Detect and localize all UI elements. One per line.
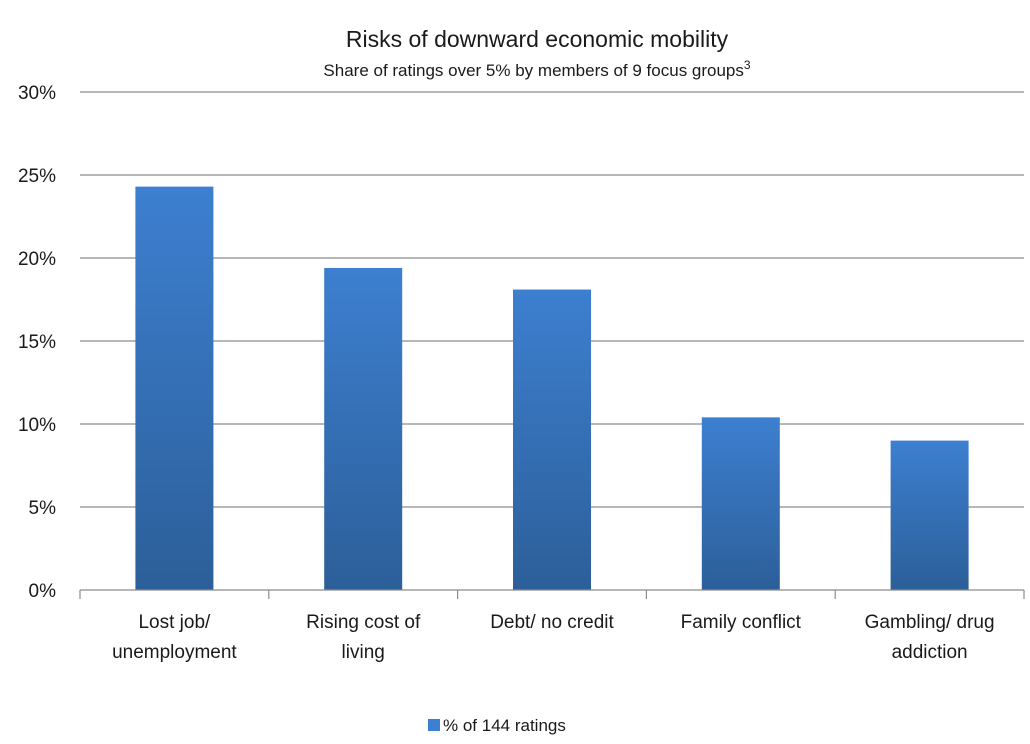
x-axis: Lost job/unemployment Rising cost of livin… [79, 589, 1025, 663]
bar [513, 289, 591, 590]
legend-label: % of 144 ratings [443, 716, 566, 735]
y-tick-label: 10% [18, 415, 56, 436]
chart-subtitle: Share of ratings over 5% by members of 9… [323, 58, 750, 80]
x-tick-label: Rising cost of [306, 612, 421, 633]
y-tick-label: 5% [29, 498, 57, 519]
y-tick-label: 25% [18, 166, 56, 187]
bar [135, 186, 214, 590]
y-tick-label: 20% [18, 249, 56, 270]
legend: % of 144 ratings [428, 716, 566, 735]
y-tick-label: 15% [18, 332, 56, 353]
legend-swatch [428, 719, 440, 731]
bar [701, 417, 780, 590]
x-tick-label: unemployment [112, 642, 237, 663]
x-tick-label: Family conflict [681, 612, 802, 633]
bar [890, 440, 969, 590]
chart-subtitle-superscript: 3 [744, 58, 751, 72]
x-tick-label: addiction [892, 642, 968, 663]
y-tick-label: 30% [18, 83, 56, 104]
y-tick-label: 0% [29, 581, 57, 602]
x-tick-label: Debt/ no credit [490, 612, 614, 633]
x-tick-label: living [342, 642, 385, 663]
chart-subtitle-text: Share of ratings over 5% by members of 9… [323, 61, 743, 80]
x-tick-label: Lost job/ [138, 612, 211, 633]
bar [324, 267, 403, 590]
y-axis-ticks: 0% 5% 10% 15% 20% 25% 30% [18, 83, 56, 602]
bars [135, 186, 969, 590]
chart-title: Risks of downward economic mobility [346, 26, 729, 52]
x-tick-label: Gambling/ drug [865, 612, 995, 633]
